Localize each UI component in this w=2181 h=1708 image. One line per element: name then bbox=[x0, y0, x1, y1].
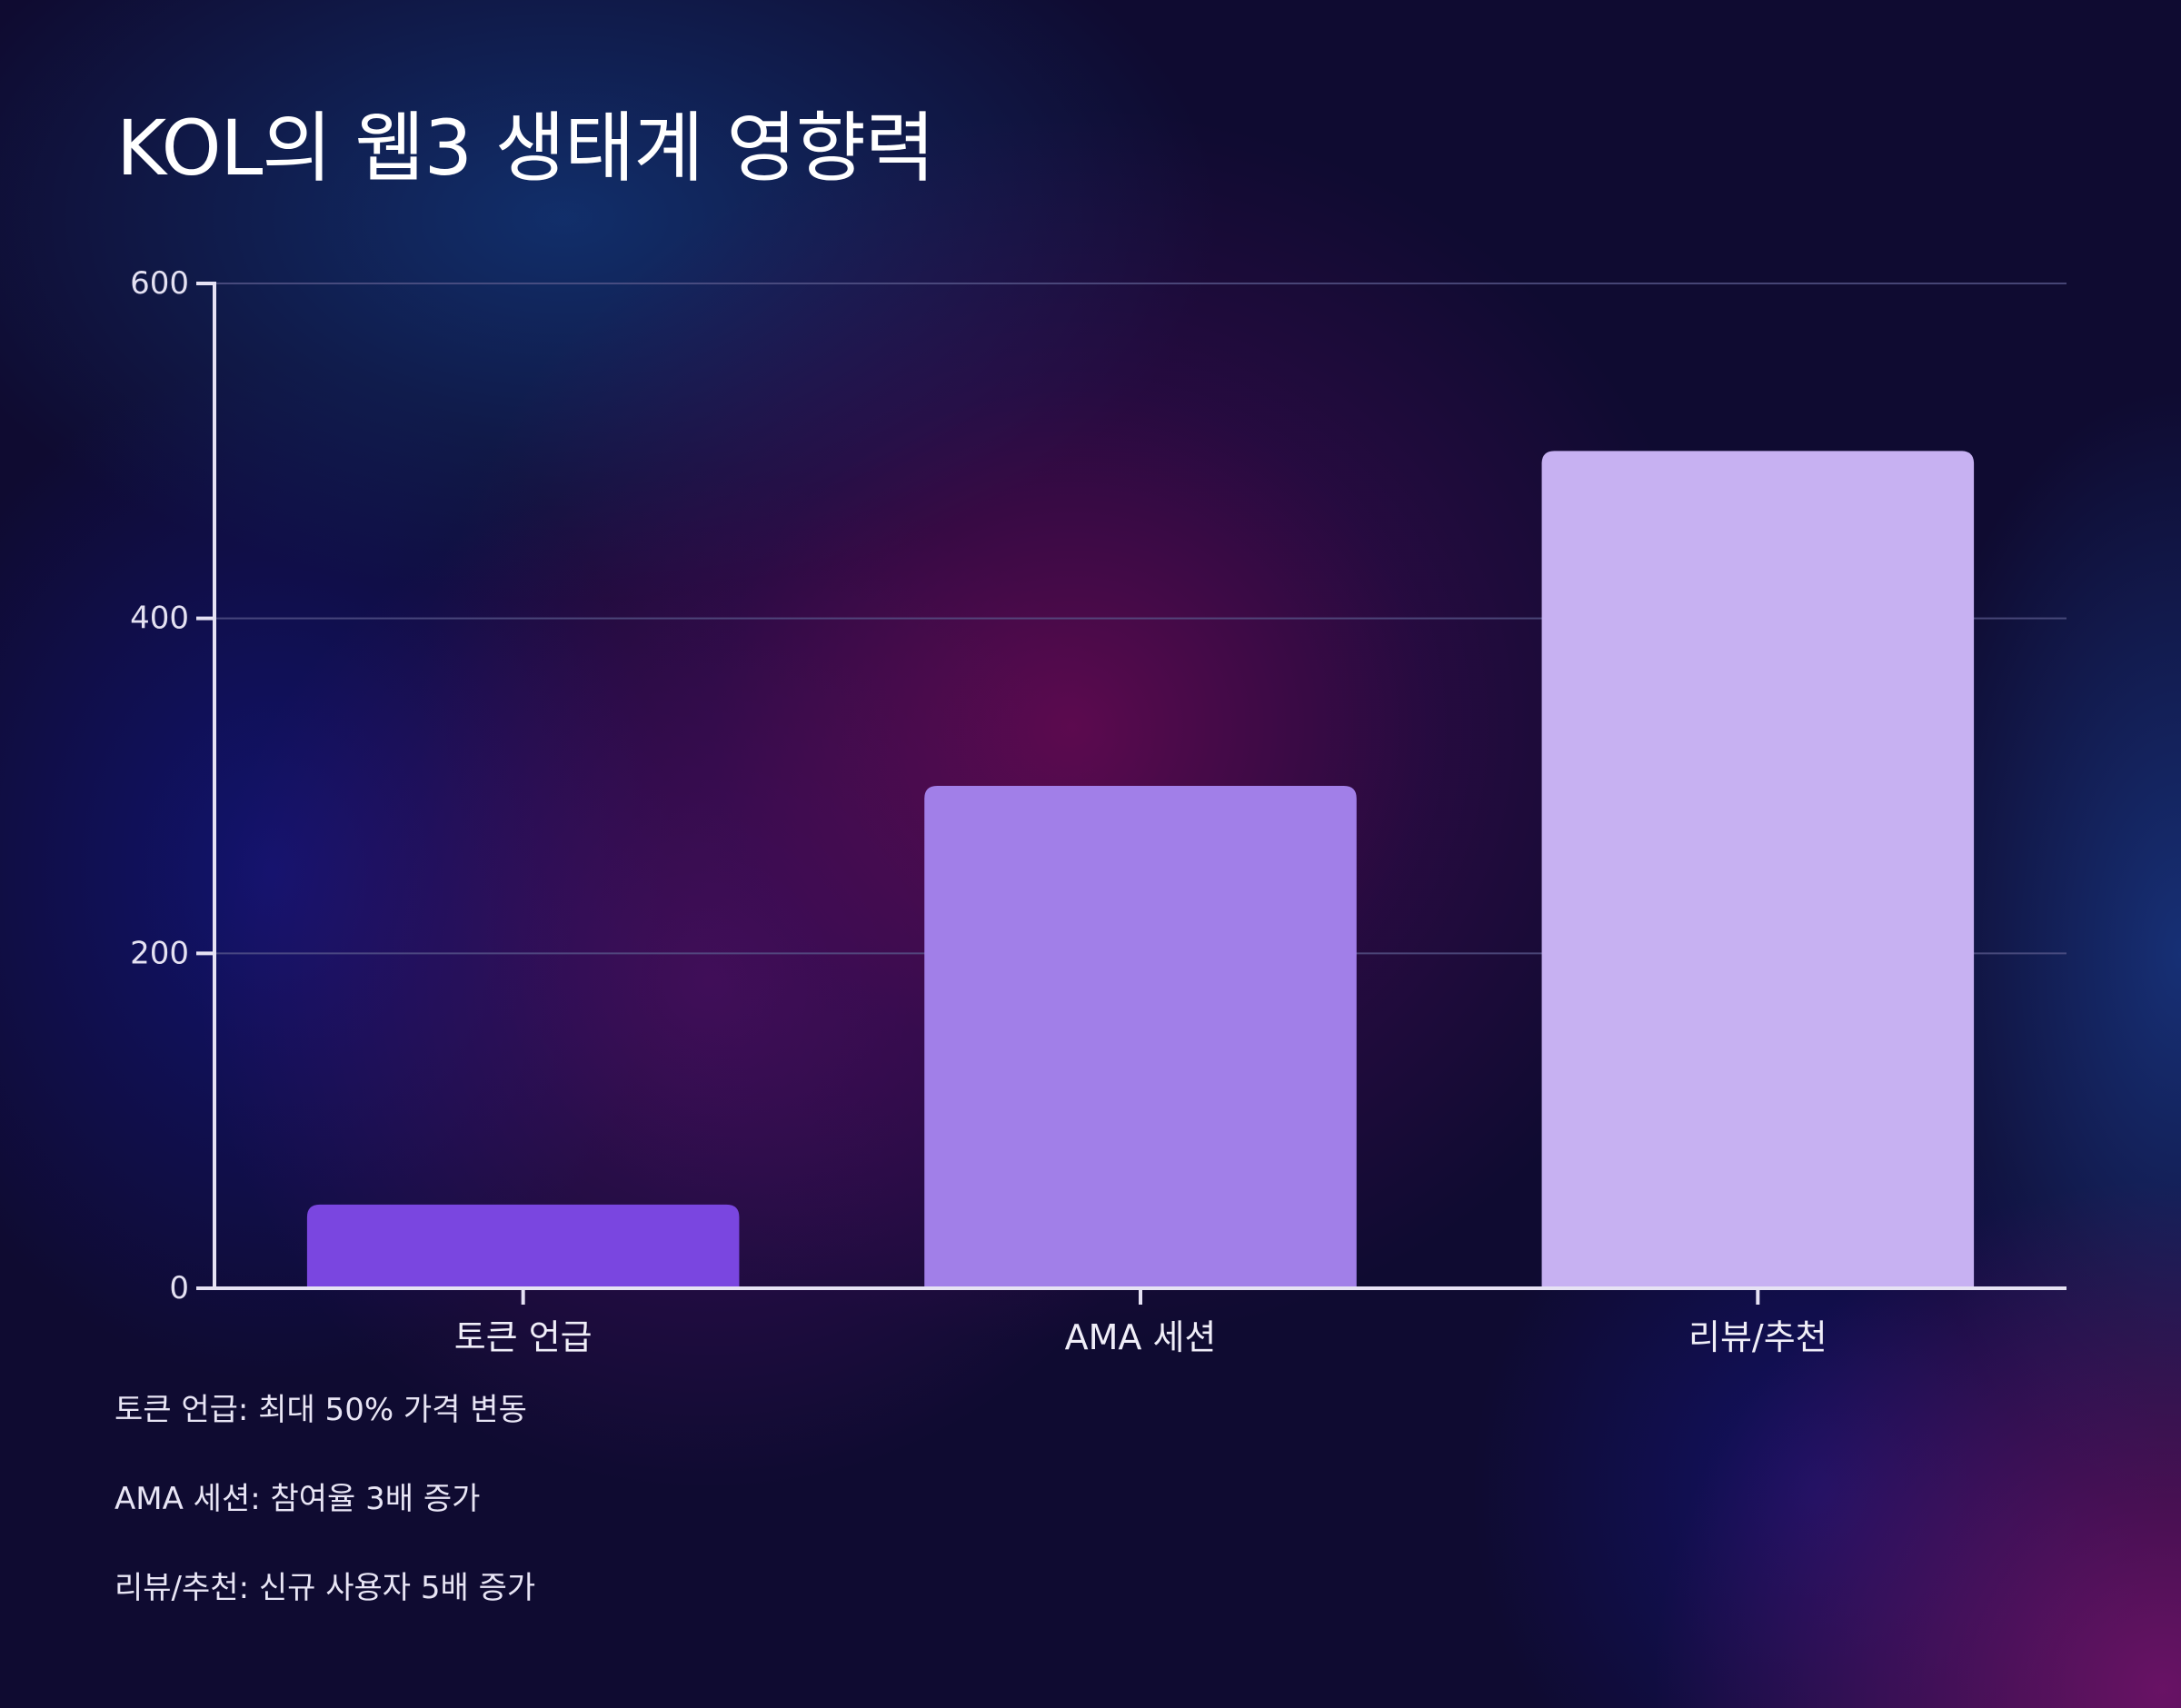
x-tick-label-3: 리뷰/추천 bbox=[1688, 1317, 1827, 1357]
note-ama-session: AMA 세션: 참여율 3배 증가 bbox=[115, 1481, 481, 1517]
y-tick-label-200: 200 bbox=[130, 935, 189, 971]
y-tick-label-600: 600 bbox=[130, 265, 189, 302]
y-tick-label-400: 400 bbox=[130, 601, 189, 637]
x-tick-label-1: 토큰 언급 bbox=[454, 1317, 593, 1357]
bar-1 bbox=[306, 1204, 740, 1288]
x-tick-label-2: AMA 세션 bbox=[1065, 1317, 1217, 1357]
y-tick-label-0: 0 bbox=[169, 1270, 189, 1306]
bar-2 bbox=[924, 786, 1357, 1288]
notes-list: 토큰 언급: 최대 50% 가격 변동 AMA 세션: 참여율 3배 증가 리뷰… bbox=[115, 1386, 535, 1653]
bar-3 bbox=[1541, 451, 1975, 1288]
note-review-recommend: 리뷰/추천: 신규 사용자 5배 증가 bbox=[115, 1570, 536, 1606]
chart-title: KOL의 웹3 생태계 영향력 bbox=[116, 104, 935, 193]
note-token-mention: 토큰 언급: 최대 50% 가격 변동 bbox=[115, 1392, 527, 1428]
